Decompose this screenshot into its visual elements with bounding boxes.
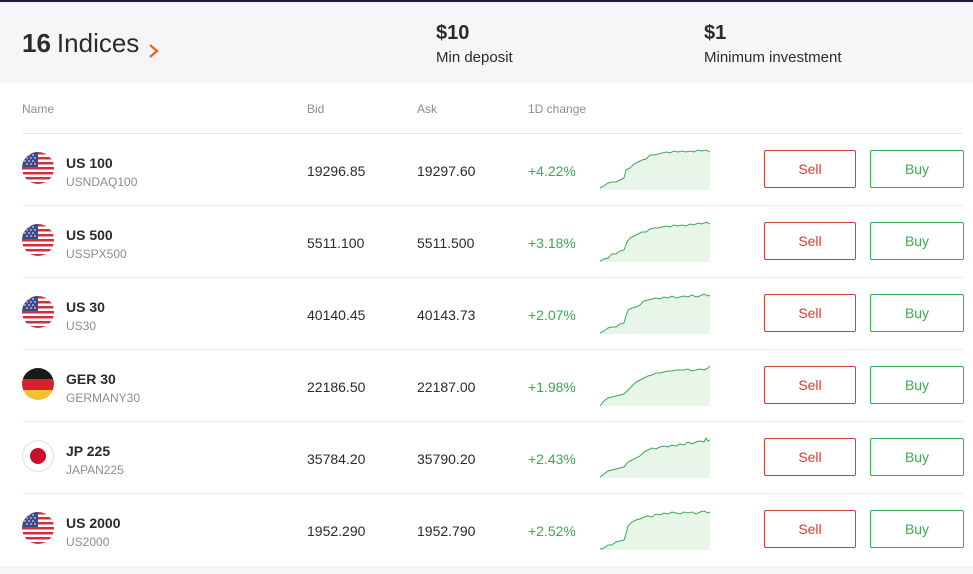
min-investment-value: $1: [704, 22, 727, 44]
japan-flag-icon: [22, 440, 54, 472]
sell-button[interactable]: Sell: [764, 294, 856, 332]
instrument-symbol: US2000: [66, 535, 110, 549]
sparkline-chart: [599, 430, 711, 478]
instrument-symbol: JAPAN225: [66, 463, 124, 477]
buy-button[interactable]: Buy: [870, 510, 964, 548]
chevron-right-icon: [147, 35, 161, 58]
daily-change: +2.07%: [528, 307, 576, 323]
sell-button[interactable]: Sell: [764, 510, 856, 548]
bid-price: 5511.100: [307, 235, 365, 251]
daily-change: +3.18%: [528, 235, 576, 251]
instrument-name: US 30: [66, 299, 105, 315]
instrument-symbol: USNDAQ100: [66, 175, 138, 189]
ask-price: 5511.500: [417, 235, 475, 251]
row-divider: [22, 277, 963, 278]
instrument-symbol: GERMANY30: [66, 391, 141, 405]
us-flag-icon: [22, 512, 54, 544]
ask-price: 35790.20: [417, 451, 476, 467]
sparkline-chart: [599, 214, 711, 262]
indices-title-link[interactable]: 16 Indices: [22, 28, 161, 58]
instrument-name: GER 30: [66, 371, 116, 387]
header-divider: [22, 133, 963, 134]
bid-price: 19296.85: [307, 163, 366, 179]
table-row[interactable]: JP 225 JAPAN225 35784.20 35790.20 +2.43%…: [0, 422, 973, 494]
sparkline-chart: [599, 142, 711, 190]
sell-button[interactable]: Sell: [764, 150, 856, 188]
table-row[interactable]: US 2000 US2000 1952.290 1952.790 +2.52% …: [0, 494, 973, 566]
us-flag-icon: [22, 296, 54, 328]
buy-button[interactable]: Buy: [870, 222, 964, 260]
indices-count: 16: [22, 28, 51, 58]
bid-price: 40140.45: [307, 307, 366, 323]
column-header-ask: Ask: [417, 102, 438, 116]
row-divider: [22, 349, 963, 350]
buy-button[interactable]: Buy: [870, 438, 964, 476]
bid-price: 35784.20: [307, 451, 366, 467]
us-flag-icon: [22, 152, 54, 184]
sell-button[interactable]: Sell: [764, 438, 856, 476]
ask-price: 40143.73: [417, 307, 476, 323]
daily-change: +2.43%: [528, 451, 576, 467]
germany-flag-icon: [22, 368, 54, 400]
min-investment-caption: Minimum investment: [704, 49, 842, 66]
sell-button[interactable]: Sell: [764, 366, 856, 404]
buy-button[interactable]: Buy: [870, 294, 964, 332]
instrument-name: US 2000: [66, 515, 121, 531]
min-deposit-stat: $10 Min deposit: [436, 22, 513, 68]
sell-button[interactable]: Sell: [764, 222, 856, 260]
us-flag-icon: [22, 224, 54, 256]
table-row[interactable]: US 500 USSPX500 5511.100 5511.500 +3.18%…: [0, 206, 973, 278]
table-row[interactable]: US 30 US30 40140.45 40143.73 +2.07% Sell…: [0, 278, 973, 350]
daily-change: +2.52%: [528, 523, 576, 539]
daily-change: +4.22%: [528, 163, 576, 179]
column-header-name: Name: [22, 102, 55, 116]
row-divider: [22, 205, 963, 206]
bid-price: 22186.50: [307, 379, 366, 395]
row-divider: [22, 421, 963, 422]
sparkline-chart: [599, 358, 711, 407]
sparkline-chart: [599, 286, 711, 334]
instrument-name: US 500: [66, 227, 113, 243]
table-row[interactable]: GER 30 GERMANY30 22186.50 22187.00 +1.98…: [0, 350, 973, 422]
min-deposit-caption: Min deposit: [436, 49, 513, 66]
buy-button[interactable]: Buy: [870, 366, 964, 404]
instrument-symbol: USSPX500: [66, 247, 127, 261]
indices-label: Indices: [56, 28, 140, 58]
daily-change: +1.98%: [528, 379, 576, 395]
column-header-bid: Bid: [307, 102, 325, 116]
table-row[interactable]: US 100 USNDAQ100 19296.85 19297.60 +4.22…: [0, 134, 973, 206]
sparkline-chart: [599, 502, 711, 550]
instrument-name: US 100: [66, 155, 113, 171]
min-deposit-value: $10: [436, 22, 470, 44]
min-investment-stat: $1 Minimum investment: [704, 22, 842, 68]
ask-price: 19297.60: [417, 163, 476, 179]
ask-price: 1952.790: [417, 523, 476, 539]
instrument-name: JP 225: [66, 443, 111, 459]
top-border: [0, 0, 973, 2]
header: 16 Indices $10 Min deposit $1 Minimum in…: [0, 2, 973, 83]
bid-price: 1952.290: [307, 523, 366, 539]
row-divider: [22, 493, 963, 494]
buy-button[interactable]: Buy: [870, 150, 964, 188]
ask-price: 22187.00: [417, 379, 476, 395]
instrument-symbol: US30: [66, 319, 97, 333]
column-header-change: 1D change: [528, 102, 587, 116]
bottom-band: [0, 566, 973, 574]
